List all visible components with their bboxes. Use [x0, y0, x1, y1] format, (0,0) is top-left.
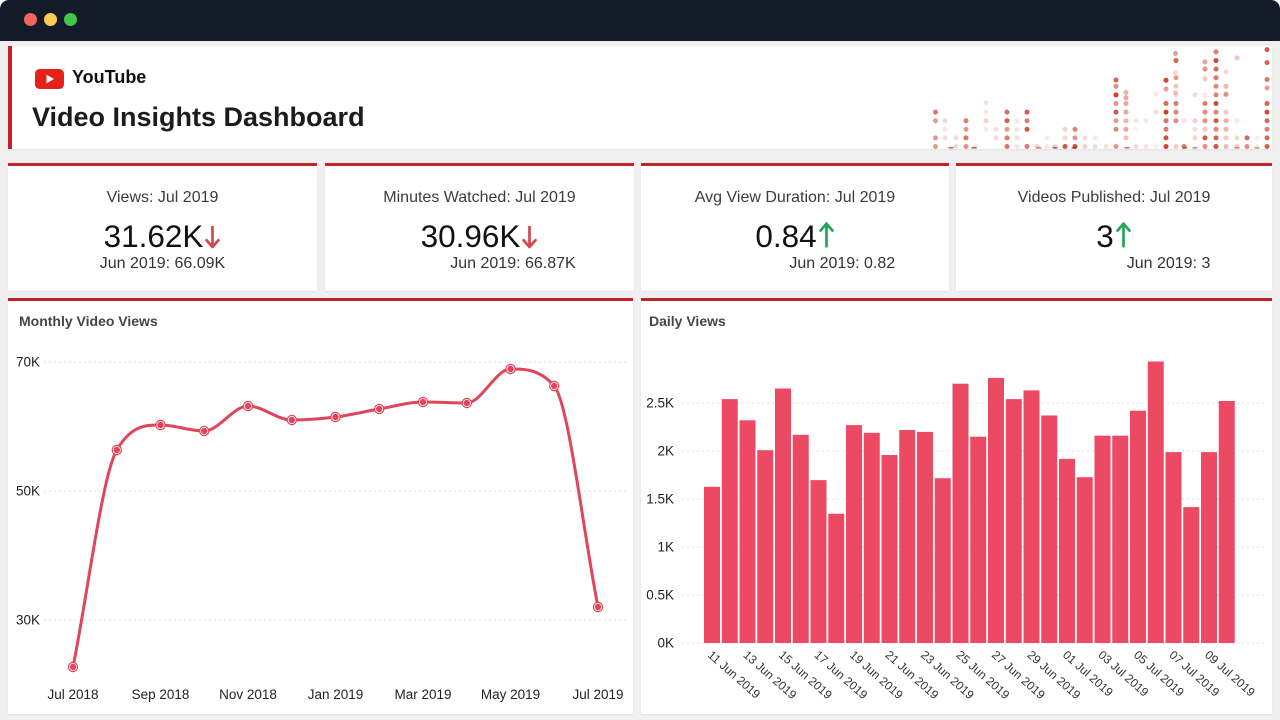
svg-text:1.5K: 1.5K — [646, 492, 674, 507]
svg-text:1K: 1K — [657, 540, 674, 555]
svg-text:Jan 2019: Jan 2019 — [308, 687, 364, 702]
svg-text:70K: 70K — [16, 355, 40, 370]
svg-text:0K: 0K — [657, 636, 674, 651]
svg-text:Nov 2018: Nov 2018 — [219, 687, 277, 702]
svg-text:50K: 50K — [16, 484, 40, 499]
svg-text:2.5K: 2.5K — [646, 396, 674, 411]
svg-text:30K: 30K — [16, 613, 40, 628]
svg-text:Jul 2018: Jul 2018 — [47, 687, 98, 702]
svg-text:Sep 2018: Sep 2018 — [132, 687, 190, 702]
svg-text:Mar 2019: Mar 2019 — [394, 687, 451, 702]
svg-text:2K: 2K — [657, 444, 674, 459]
svg-text:May 2019: May 2019 — [481, 687, 540, 702]
svg-text:0.5K: 0.5K — [646, 588, 674, 603]
svg-text:Jul 2019: Jul 2019 — [572, 687, 623, 702]
